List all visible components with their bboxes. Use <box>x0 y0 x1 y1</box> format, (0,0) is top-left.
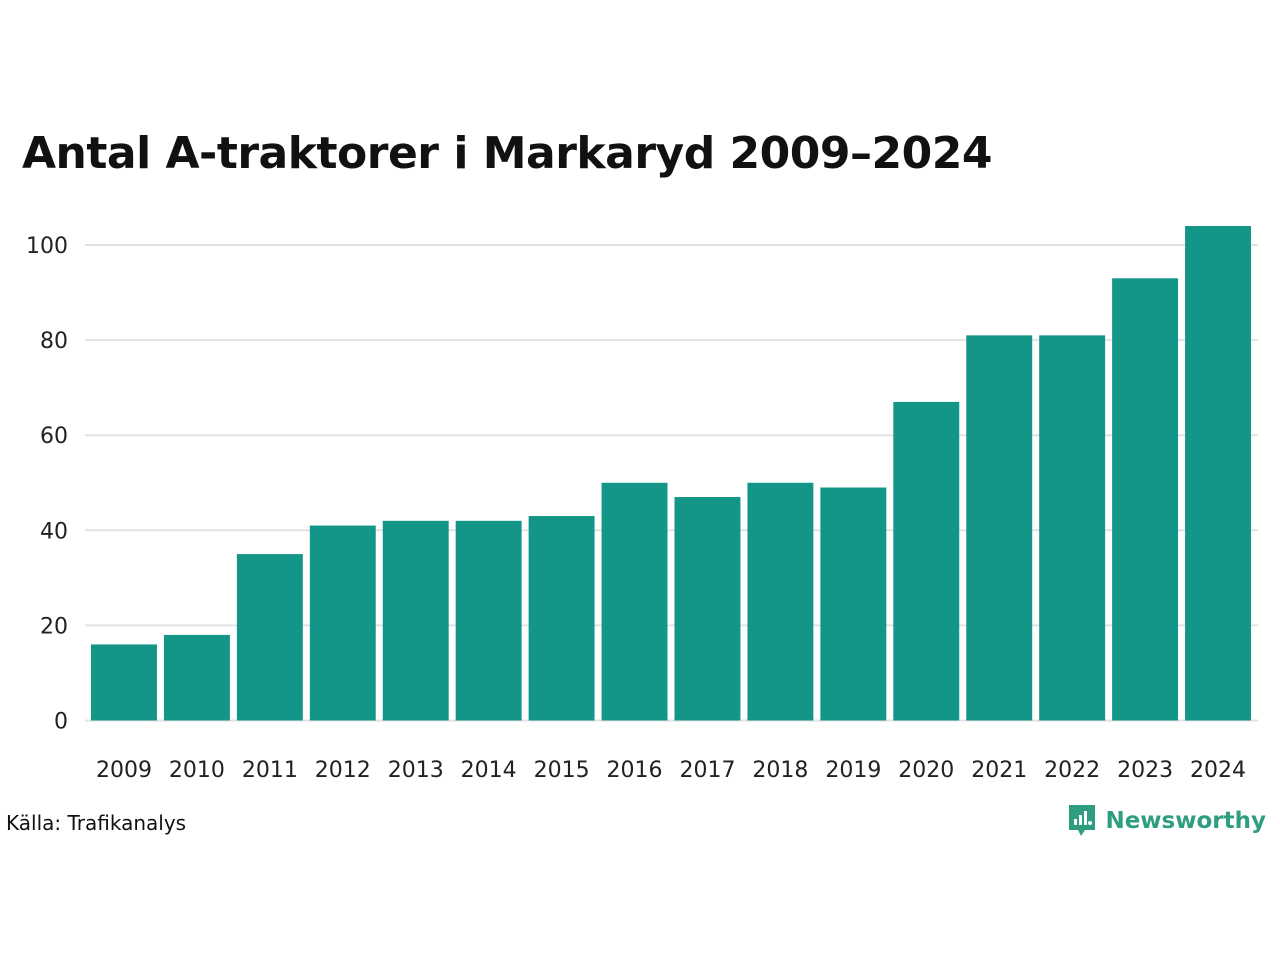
bar-2014 <box>455 520 522 721</box>
y-tick-label: 40 <box>40 519 68 544</box>
x-tick-label: 2022 <box>1044 758 1100 783</box>
x-axis-labels: 2009 2010 2011 2012 2013 2014 2015 2016 2017 2018… <box>96 758 1246 783</box>
bar-2019 <box>820 487 887 721</box>
bar-2013 <box>382 520 449 721</box>
y-tick-label: 100 <box>26 234 68 259</box>
bars <box>91 226 1251 721</box>
bar-2009 <box>91 644 157 721</box>
bar-2022 <box>1039 335 1106 721</box>
x-tick-label: 2009 <box>96 758 152 783</box>
x-tick-label: 2018 <box>752 758 808 783</box>
bar-2020 <box>893 401 960 721</box>
x-tick-label: 2019 <box>825 758 881 783</box>
y-tick-label: 60 <box>40 424 68 449</box>
x-tick-label: 2015 <box>534 758 590 783</box>
bar-2024 <box>1185 226 1251 721</box>
bar-2023 <box>1112 278 1179 721</box>
bar-2021 <box>966 335 1033 721</box>
y-tick-label: 0 <box>54 710 68 735</box>
x-tick-label: 2011 <box>242 758 298 783</box>
x-tick-label: 2024 <box>1190 758 1246 783</box>
source-note: Källa: Trafikanalys <box>6 811 187 835</box>
brand: Newsworthy <box>1067 803 1266 839</box>
y-tick-label: 80 <box>40 329 68 354</box>
bar-2015 <box>528 516 595 721</box>
bar-2016 <box>601 482 668 721</box>
bar-2010 <box>163 634 230 721</box>
bar-2018 <box>747 482 814 721</box>
chart-title: Antal A-traktorer i Markaryd 2009–2024 <box>22 128 992 179</box>
x-tick-label: 2010 <box>169 758 225 783</box>
x-tick-label: 2016 <box>607 758 663 783</box>
x-tick-label: 2021 <box>971 758 1027 783</box>
bar-2012 <box>309 525 376 721</box>
newsworthy-logo-icon <box>1069 805 1096 836</box>
x-tick-label: 2013 <box>388 758 444 783</box>
brand-name: Newsworthy <box>1105 808 1266 834</box>
bar-2017 <box>674 497 741 721</box>
y-tick-label: 20 <box>40 614 68 639</box>
x-tick-label: 2020 <box>898 758 954 783</box>
x-tick-label: 2012 <box>315 758 371 783</box>
x-tick-label: 2017 <box>679 758 735 783</box>
bar-2011 <box>236 554 303 721</box>
y-axis-labels: 0 20 40 60 80 100 <box>26 234 68 734</box>
x-tick-label: 2014 <box>461 758 517 783</box>
x-tick-label: 2023 <box>1117 758 1173 783</box>
